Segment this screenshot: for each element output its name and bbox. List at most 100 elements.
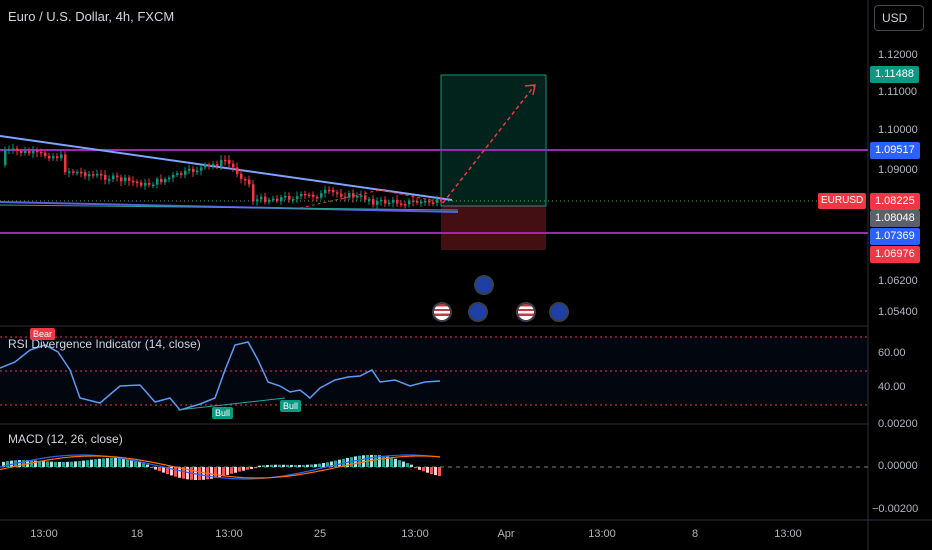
- macd-histogram-bar: [266, 464, 269, 467]
- macd-histogram-bar: [106, 458, 109, 467]
- candle: [12, 148, 15, 150]
- candle: [180, 173, 183, 175]
- candle: [124, 177, 127, 182]
- macd-histogram-bar: [358, 455, 361, 467]
- candle: [208, 164, 211, 166]
- candle: [220, 159, 223, 166]
- macd-axis-label: −0.00200: [872, 503, 919, 515]
- candle: [244, 178, 247, 181]
- candle: [384, 199, 387, 204]
- candle: [164, 178, 167, 183]
- macd-histogram-bar: [202, 467, 205, 480]
- candle: [204, 164, 207, 168]
- candle: [372, 199, 375, 205]
- candle: [120, 177, 123, 182]
- macd-histogram-bar: [162, 467, 165, 473]
- macd-histogram-bar: [182, 467, 185, 479]
- macd-indicator-label[interactable]: MACD (12, 26, close): [8, 432, 123, 446]
- projection-arrow-head: [524, 84, 536, 96]
- macd-line: [0, 454, 441, 480]
- candle: [48, 156, 51, 159]
- candle: [4, 149, 7, 165]
- macd-histogram-bar: [38, 460, 41, 467]
- macd-histogram-bar: [146, 464, 149, 467]
- eu-event-icon[interactable]: [474, 275, 494, 295]
- candle: [88, 174, 91, 177]
- candle: [356, 195, 359, 198]
- time-axis-label: 25: [313, 528, 327, 540]
- macd-histogram-bar: [54, 461, 57, 467]
- candle: [340, 193, 343, 197]
- macd-histogram-bar: [18, 460, 21, 467]
- macd-histogram-bar: [170, 467, 173, 476]
- last-price-tag: 1.08225: [870, 193, 920, 210]
- macd-histogram-bar: [138, 461, 141, 467]
- candle: [232, 163, 235, 168]
- macd-histogram-bar: [154, 467, 157, 470]
- price-axis-label: 1.09000: [878, 164, 918, 176]
- candle: [132, 180, 135, 183]
- macd-histogram-bar: [86, 460, 89, 467]
- candle: [92, 174, 95, 176]
- macd-histogram-bar: [50, 461, 53, 467]
- candle: [412, 200, 415, 202]
- candle: [96, 174, 99, 176]
- price-axis-label: 1.05400: [878, 306, 918, 318]
- macd-histogram-bar: [174, 467, 177, 477]
- macd-histogram-bar: [390, 457, 393, 467]
- us-event-icon[interactable]: [432, 302, 452, 322]
- candle: [228, 159, 231, 164]
- macd-histogram-bar: [418, 467, 421, 470]
- eu-event-icon[interactable]: [468, 302, 488, 322]
- candle: [44, 152, 47, 157]
- rsi-line: [0, 341, 441, 411]
- eu-event-icon[interactable]: [549, 302, 569, 322]
- macd-histogram-bar: [402, 461, 405, 467]
- macd-histogram-bar: [166, 467, 169, 475]
- candle: [20, 150, 23, 153]
- macd-histogram-bar: [134, 460, 137, 467]
- candle: [424, 200, 427, 203]
- rsi-axis-label: 40.00: [878, 381, 906, 393]
- macd-histogram-bar: [66, 461, 69, 467]
- candle: [280, 197, 283, 201]
- candle: [300, 193, 303, 197]
- candle: [368, 199, 371, 201]
- macd-histogram-bar: [274, 464, 277, 467]
- us-event-icon[interactable]: [516, 302, 536, 322]
- macd-histogram-bar: [326, 462, 329, 467]
- macd-histogram-bar: [126, 459, 129, 467]
- candle: [396, 199, 399, 204]
- candle: [64, 154, 67, 173]
- macd-histogram-bar: [210, 467, 213, 479]
- macd-histogram-bar: [374, 454, 377, 467]
- macd-histogram-bar: [294, 464, 297, 467]
- macd-histogram-bar: [338, 459, 341, 467]
- candle: [292, 198, 295, 201]
- candle: [84, 172, 87, 177]
- macd-histogram-bar: [110, 458, 113, 467]
- macd-histogram-bar: [430, 467, 433, 474]
- macd-histogram-bar: [258, 465, 261, 467]
- candle: [148, 182, 151, 185]
- macd-histogram-bar: [6, 461, 9, 467]
- candle: [176, 173, 179, 175]
- candle: [52, 156, 55, 159]
- candle: [24, 150, 27, 153]
- macd-histogram-bar: [30, 460, 33, 467]
- macd-histogram-bar: [122, 458, 125, 467]
- candle: [388, 202, 391, 205]
- macd-histogram-bar: [318, 463, 321, 467]
- macd-histogram-bar: [434, 467, 437, 476]
- candle: [200, 167, 203, 171]
- macd-histogram-bar: [90, 459, 93, 467]
- macd-histogram-bar: [410, 464, 413, 467]
- macd-histogram-bar: [62, 461, 65, 467]
- macd-histogram-bar: [406, 463, 409, 467]
- time-axis-label: Apr: [497, 528, 515, 540]
- candle: [408, 200, 411, 205]
- currency-button[interactable]: USD: [874, 5, 924, 31]
- rsi-indicator-label[interactable]: RSI Divergence Indicator (14, close): [8, 337, 201, 351]
- macd-histogram-bar: [298, 464, 301, 467]
